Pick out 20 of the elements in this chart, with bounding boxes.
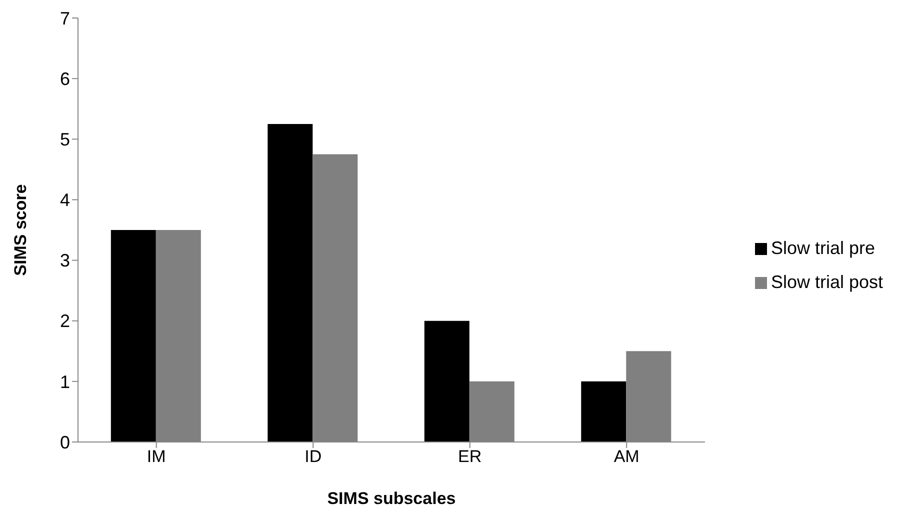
y-axis-title: SIMS score	[11, 184, 30, 276]
x-tick-label: IM	[146, 447, 166, 466]
y-tick-label: 1	[60, 372, 70, 392]
x-tick-label: ER	[458, 447, 482, 466]
y-tick-label: 5	[60, 130, 70, 150]
y-tick-label: 7	[60, 8, 70, 28]
y-tick-label: 3	[60, 250, 70, 271]
y-tick-label: 4	[60, 190, 70, 210]
bar	[110, 230, 156, 442]
bar	[581, 381, 626, 442]
x-tick-label: ID	[304, 447, 322, 466]
y-tick-label: 2	[60, 311, 70, 332]
x-axis-title: SIMS subscales	[327, 489, 456, 508]
bar	[424, 320, 470, 442]
legend-label: Slow trial pre	[770, 238, 875, 258]
y-tick-label: 0	[60, 432, 70, 452]
legend-label: Slow trial post	[770, 272, 883, 292]
y-tick-label: 6	[60, 68, 70, 89]
bar	[268, 124, 313, 442]
x-tick-label: AM	[614, 447, 640, 466]
